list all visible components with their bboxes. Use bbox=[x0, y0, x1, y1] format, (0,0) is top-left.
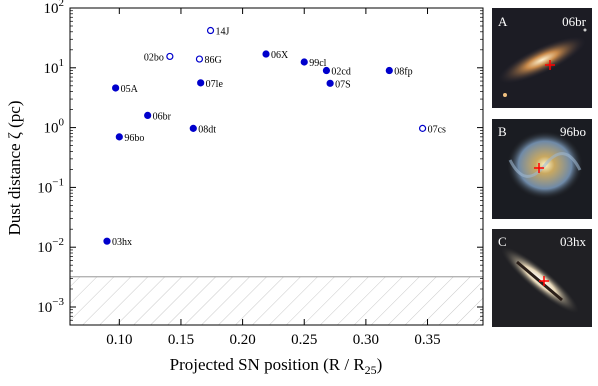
y-tick-exp: 0 bbox=[59, 117, 65, 129]
y-tick-label: 10−3 bbox=[37, 296, 64, 316]
data-point bbox=[144, 111, 152, 119]
y-tick-exp: −3 bbox=[52, 296, 64, 308]
y-tick-base: 10 bbox=[37, 240, 52, 256]
y-tick-label: 102 bbox=[44, 0, 65, 17]
y-tick-label: 100 bbox=[44, 117, 65, 137]
point-label: 02bo bbox=[144, 52, 164, 63]
y-tick-exp: 2 bbox=[59, 0, 65, 9]
point-label: 07cs bbox=[428, 124, 446, 135]
x-tick-label: 0.15 bbox=[168, 332, 194, 348]
data-point bbox=[112, 84, 120, 92]
x-axis-label-end: ) bbox=[377, 355, 383, 374]
y-tick-base: 10 bbox=[44, 121, 59, 137]
x-axis-label-sub: 25 bbox=[365, 363, 377, 377]
point-label: 14J bbox=[216, 27, 230, 38]
point-label: 03hx bbox=[112, 237, 132, 248]
data-point bbox=[197, 79, 205, 87]
panel-c: C 03hx bbox=[492, 229, 592, 327]
point-label: 08fp bbox=[394, 67, 412, 78]
x-tick-label: 0.30 bbox=[353, 332, 379, 348]
panel-b: B 96bo bbox=[492, 119, 592, 219]
y-tick-base: 10 bbox=[44, 61, 59, 77]
panel-name: 06br bbox=[562, 14, 587, 29]
data-point bbox=[262, 50, 270, 58]
point-label: 05A bbox=[121, 84, 139, 95]
point-label: 06X bbox=[271, 50, 289, 61]
data-point bbox=[418, 124, 427, 132]
y-tick-exp: 1 bbox=[59, 57, 65, 69]
y-tick-label: 10−2 bbox=[37, 236, 64, 256]
x-tick-label: 0.20 bbox=[229, 332, 255, 348]
data-point bbox=[300, 58, 308, 66]
y-tick-base: 10 bbox=[44, 1, 59, 17]
y-tick-exp: −2 bbox=[52, 236, 64, 248]
point-label: 86G bbox=[204, 55, 221, 66]
data-point bbox=[195, 55, 204, 63]
x-tick-label: 0.35 bbox=[414, 332, 440, 348]
data-point bbox=[189, 124, 197, 132]
y-tick-label: 101 bbox=[44, 57, 65, 77]
data-point bbox=[385, 66, 393, 75]
data-point bbox=[326, 79, 334, 87]
panel-name: 96bo bbox=[560, 124, 586, 139]
point-label: 08dt bbox=[198, 124, 216, 135]
point-label: 06br bbox=[153, 111, 172, 122]
y-tick-base: 10 bbox=[37, 300, 52, 316]
y-tick-label: 10−1 bbox=[37, 176, 64, 196]
data-point bbox=[115, 133, 123, 141]
y-axis-label: Dust distance ζ (pc) bbox=[5, 101, 24, 236]
panel-letter: A bbox=[498, 14, 508, 29]
point-label: 99cl bbox=[309, 58, 326, 69]
data-point bbox=[322, 66, 331, 75]
excluded-region bbox=[70, 276, 483, 325]
plot-frame bbox=[69, 7, 484, 326]
panel-a: A 06br bbox=[492, 8, 592, 108]
point-label: 02cd bbox=[331, 67, 350, 78]
x-axis-label-text: Projected SN position (R / R bbox=[170, 355, 366, 374]
x-tick-label: 0.25 bbox=[291, 332, 317, 348]
x-tick-label: 0.10 bbox=[106, 332, 132, 348]
y-tick-base: 10 bbox=[37, 180, 52, 196]
data-point bbox=[206, 26, 215, 35]
panel-letter: C bbox=[498, 234, 507, 249]
point-label: 96bo bbox=[124, 133, 144, 144]
data-point bbox=[103, 237, 111, 245]
y-tick-exp: −1 bbox=[52, 176, 64, 188]
point-label: 07S bbox=[335, 79, 351, 90]
point-label: 07le bbox=[206, 79, 224, 90]
data-point bbox=[166, 52, 174, 61]
panel-letter: B bbox=[498, 124, 507, 139]
panel-name: 03hx bbox=[560, 234, 587, 249]
x-axis-label: Projected SN position (R / R25) bbox=[170, 355, 383, 377]
